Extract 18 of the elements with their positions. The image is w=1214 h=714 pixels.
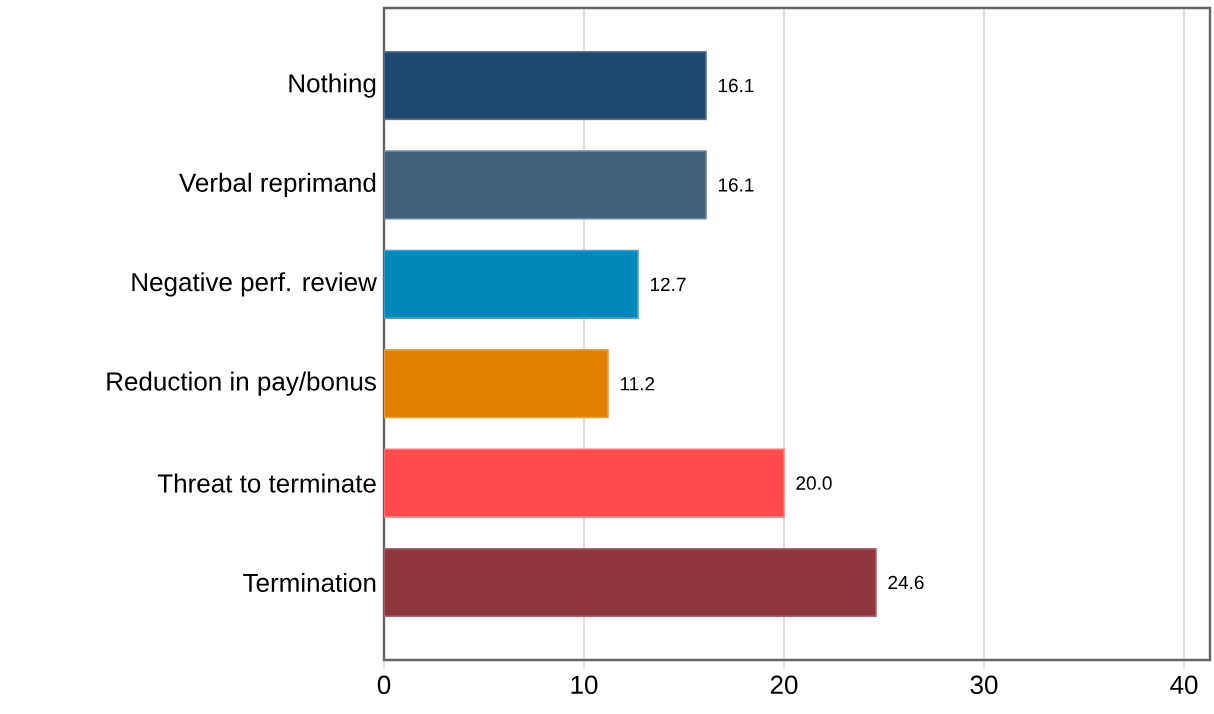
y-tick-label: Termination xyxy=(243,572,376,593)
data-label: 20.0 xyxy=(796,476,832,490)
data-label: 16.1 xyxy=(718,78,754,93)
y-tick-label: Nothing xyxy=(289,73,376,98)
data-label: 11.2 xyxy=(620,377,655,391)
x-tick-label: 30 xyxy=(970,675,998,695)
data-label: 24.6 xyxy=(888,575,924,590)
x-tick-label: 0 xyxy=(377,675,391,695)
data-label: 12.7 xyxy=(650,277,686,291)
x-tick-label: 10 xyxy=(571,675,598,695)
y-tick-label: Verbal reprimand xyxy=(179,172,376,198)
x-tick-label: 40 xyxy=(1170,675,1198,695)
data-label: 16.1 xyxy=(718,178,754,192)
y-tick-label: Threat to terminate xyxy=(157,473,376,493)
x-tick-label: 20 xyxy=(770,675,798,695)
bar xyxy=(384,448,785,518)
y-tick-label: Negative perf. review xyxy=(132,272,377,297)
y-tick-label: Reduction in pay/bonus xyxy=(107,371,376,396)
